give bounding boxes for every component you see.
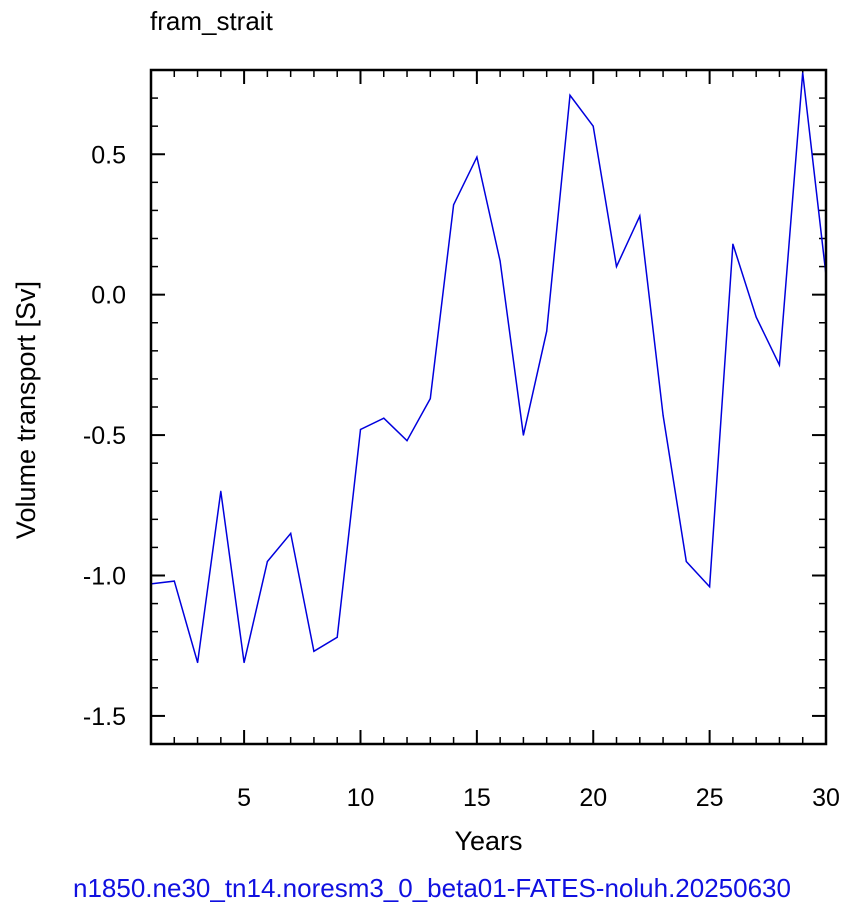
x-tick-label: 20: [579, 784, 607, 812]
y-tick-label: -0.5: [83, 422, 126, 450]
data-point: [685, 560, 687, 563]
data-point: [639, 215, 641, 217]
data-point: [615, 265, 618, 268]
plot-frame: [149, 68, 828, 746]
x-tick-label: 30: [812, 784, 840, 812]
data-point: [220, 490, 222, 492]
x-tick-label: 10: [347, 784, 375, 812]
data-point: [336, 636, 338, 638]
data-points: [150, 72, 827, 664]
data-point: [383, 417, 385, 419]
data-point: [406, 440, 408, 442]
data-point: [359, 428, 362, 431]
y-tick-label: 0.5: [91, 141, 126, 169]
data-point: [569, 94, 571, 96]
minor-ticks: [150, 69, 826, 745]
data-point: [522, 434, 525, 436]
y-tick-label: -1.0: [83, 563, 126, 591]
series-line: [150, 72, 827, 663]
y-tick-labels: -1.5 -1.0 -0.5 0.0 0.5: [83, 141, 126, 731]
chart-title: fram_strait: [150, 6, 274, 36]
data-point: [778, 364, 781, 366]
major-ticks: [151, 70, 827, 744]
data-point: [499, 260, 501, 262]
x-tick-labels: 5 10 15 20 25 30: [237, 784, 840, 812]
data-point: [802, 72, 804, 74]
data-point: [546, 330, 548, 332]
data-point: [290, 532, 292, 534]
data-point: [476, 156, 478, 158]
data-point: [313, 650, 315, 652]
x-axis-label: Years: [454, 826, 522, 856]
data-point: [452, 204, 455, 206]
data-point: [732, 243, 734, 245]
footer-caption: n1850.ne30_tn14.noresm3_0_beta01-FATES-n…: [73, 873, 791, 903]
y-axis-label: Volume transport [Sv]: [11, 281, 41, 539]
data-point: [429, 397, 431, 400]
data-point: [266, 560, 268, 563]
data-point: [709, 586, 711, 588]
y-tick-label: -1.5: [83, 703, 126, 731]
data-point: [662, 414, 664, 417]
data-point: [755, 316, 757, 318]
data-point: [592, 125, 594, 127]
data-point: [196, 661, 199, 664]
x-tick-label: 25: [696, 784, 724, 812]
x-tick-label: 5: [237, 784, 251, 812]
data-point: [243, 661, 245, 664]
y-tick-label: 0.0: [91, 282, 126, 310]
data-point: [173, 580, 175, 582]
x-tick-label: 15: [463, 784, 491, 812]
